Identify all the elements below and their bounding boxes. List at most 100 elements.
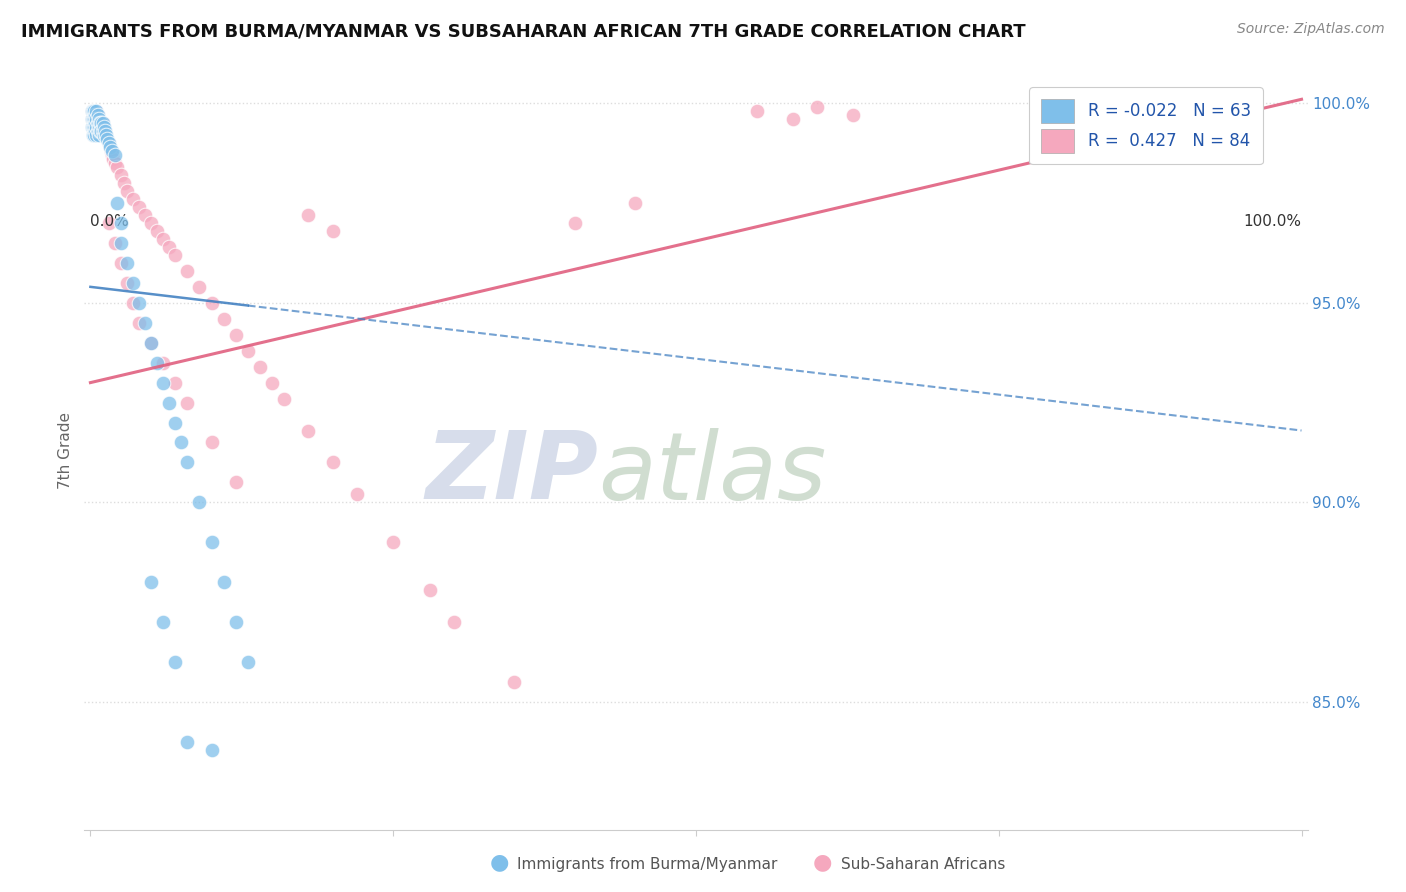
Point xyxy=(165,248,187,262)
Point xyxy=(91,124,114,138)
Point xyxy=(83,120,105,135)
Point xyxy=(176,395,198,409)
Text: ZIP: ZIP xyxy=(425,427,598,519)
Point xyxy=(87,120,110,135)
Point xyxy=(104,235,127,250)
Point xyxy=(115,276,138,290)
Point xyxy=(82,104,104,119)
Y-axis label: 7th Grade: 7th Grade xyxy=(58,412,73,489)
Point xyxy=(83,112,105,127)
Point xyxy=(87,128,110,143)
Point xyxy=(82,120,104,135)
Point xyxy=(84,116,107,130)
Point xyxy=(80,112,103,127)
Point xyxy=(152,232,174,246)
Point xyxy=(157,395,180,409)
Point xyxy=(745,104,768,119)
Text: 0.0%: 0.0% xyxy=(90,214,129,229)
Point xyxy=(139,335,162,350)
Point xyxy=(86,124,108,138)
Point xyxy=(110,168,132,182)
Point xyxy=(91,124,114,138)
Point xyxy=(418,583,440,598)
Point xyxy=(188,495,211,509)
Point xyxy=(86,112,108,127)
Point xyxy=(297,208,319,222)
Point xyxy=(297,424,319,438)
Point xyxy=(80,104,103,119)
Point xyxy=(139,216,162,230)
Point xyxy=(346,487,368,501)
Point xyxy=(104,148,127,162)
Point xyxy=(97,136,120,151)
Point xyxy=(170,435,193,450)
Point xyxy=(115,256,138,270)
Point xyxy=(80,120,103,135)
Point xyxy=(110,235,132,250)
Point xyxy=(176,264,198,278)
Point xyxy=(86,120,108,135)
Point xyxy=(104,156,127,170)
Point xyxy=(225,615,247,629)
Point xyxy=(782,112,804,127)
Point xyxy=(139,575,162,590)
Point xyxy=(188,280,211,294)
Point xyxy=(806,100,828,114)
Point xyxy=(146,356,169,370)
Point xyxy=(90,124,112,138)
Point xyxy=(262,376,284,390)
Text: ●: ● xyxy=(813,853,832,872)
Text: ●: ● xyxy=(489,853,509,872)
Point xyxy=(89,116,111,130)
Point xyxy=(90,116,112,130)
Point xyxy=(115,184,138,198)
Point xyxy=(157,240,180,254)
Point xyxy=(83,120,105,135)
Point xyxy=(101,144,124,158)
Point xyxy=(96,132,118,146)
Point xyxy=(503,674,526,689)
Point xyxy=(200,435,222,450)
Point xyxy=(200,535,222,549)
Point xyxy=(443,615,465,629)
Point xyxy=(103,152,125,166)
Point xyxy=(84,124,107,138)
Point xyxy=(96,128,118,143)
Point xyxy=(86,116,108,130)
Point xyxy=(105,160,128,174)
Point xyxy=(225,475,247,490)
Point xyxy=(200,295,222,310)
Point xyxy=(86,104,108,119)
Point xyxy=(89,124,111,138)
Point xyxy=(128,295,150,310)
Point xyxy=(86,128,108,143)
Point xyxy=(82,112,104,127)
Point xyxy=(105,196,128,211)
Point xyxy=(87,112,110,127)
Point xyxy=(89,124,111,138)
Point xyxy=(176,735,198,749)
Point xyxy=(382,535,405,549)
Point xyxy=(97,136,120,151)
Point xyxy=(82,104,104,119)
Point xyxy=(80,112,103,127)
Point xyxy=(152,356,174,370)
Point xyxy=(86,120,108,135)
Point xyxy=(83,112,105,127)
Point xyxy=(93,128,115,143)
Point xyxy=(322,455,344,469)
Point xyxy=(200,743,222,757)
Point xyxy=(93,120,115,135)
Point xyxy=(624,196,647,211)
Point xyxy=(87,112,110,127)
Point xyxy=(110,256,132,270)
Point xyxy=(84,124,107,138)
Point xyxy=(128,316,150,330)
Point xyxy=(94,124,117,138)
Point xyxy=(101,148,124,162)
Point xyxy=(96,132,118,146)
Point xyxy=(236,655,259,669)
Point xyxy=(146,224,169,238)
Point xyxy=(564,216,586,230)
Point xyxy=(86,112,108,127)
